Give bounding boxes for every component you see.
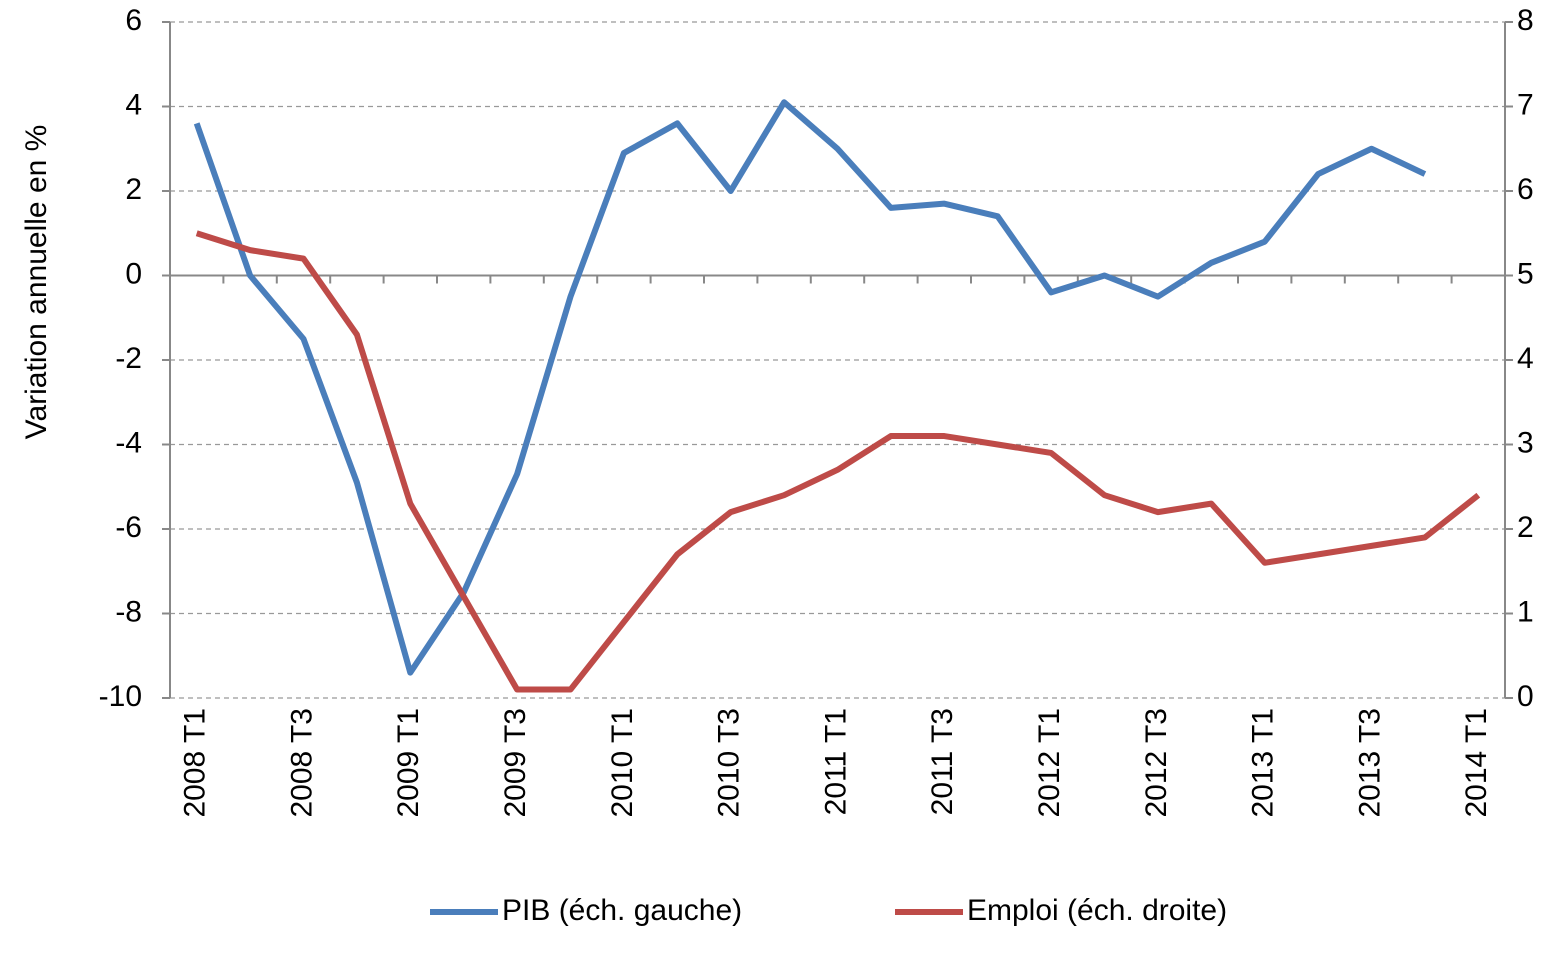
y2-tick-label: 2	[1517, 511, 1534, 544]
y-tick-label: -6	[115, 511, 142, 544]
x-tick-label: 2008 T3	[285, 708, 318, 818]
x-tick-label: 2009 T3	[499, 708, 532, 818]
y2-tick-label: 6	[1517, 173, 1534, 206]
y-tick-label: 6	[125, 4, 142, 37]
y2-tick-label: 1	[1517, 595, 1534, 628]
x-tick-label: 2011 T1	[819, 708, 852, 815]
y2-tick-label: 8	[1517, 4, 1534, 37]
y-axis-label: Variation annuelle en %	[20, 125, 53, 440]
x-tick-label: 2014 T1	[1460, 708, 1493, 818]
y2-tick-label: 5	[1517, 257, 1534, 290]
y2-tick-label: 3	[1517, 426, 1534, 459]
x-tick-label: 2012 T1	[1033, 708, 1066, 818]
y2-tick-label: 0	[1517, 680, 1534, 713]
legend-label: Emploi (éch. droite)	[967, 894, 1227, 927]
legend-label: PIB (éch. gauche)	[502, 894, 742, 927]
y-tick-label: -2	[115, 342, 142, 375]
x-tick-label: 2013 T3	[1353, 708, 1386, 818]
y-tick-label: -10	[99, 680, 142, 713]
y-tick-label: 0	[125, 257, 142, 290]
y-tick-label: 2	[125, 173, 142, 206]
series-line	[195, 230, 1481, 693]
y-tick-label: -4	[115, 426, 142, 459]
y2-tick-label: 7	[1517, 88, 1534, 121]
x-tick-label: 2013 T1	[1247, 708, 1280, 818]
x-tick-label: 2009 T1	[392, 708, 425, 818]
x-tick-label: 2010 T3	[713, 708, 746, 818]
series-line	[193, 99, 1427, 676]
y-tick-label: -8	[115, 595, 142, 628]
x-tick-label: 2011 T3	[926, 708, 959, 815]
y2-tick-label: 4	[1517, 342, 1534, 375]
x-tick-label: 2010 T1	[606, 708, 639, 818]
x-tick-label: 2012 T3	[1140, 708, 1173, 818]
x-tick-label: 2008 T1	[179, 708, 212, 818]
y-tick-label: 4	[125, 88, 142, 121]
